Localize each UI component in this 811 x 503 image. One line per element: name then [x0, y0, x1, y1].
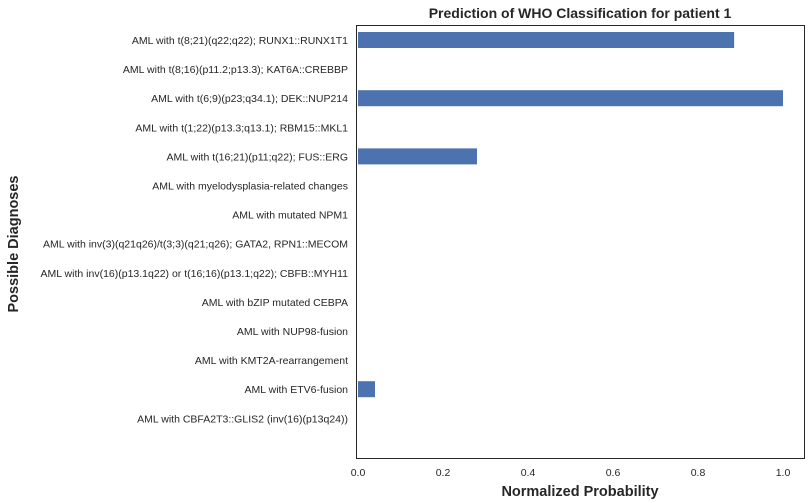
x-tick-label: 0.4: [521, 467, 536, 479]
x-axis-label: Normalized Probability: [501, 484, 658, 500]
y-tick-label: AML with myelodysplasia-related changes: [152, 181, 348, 193]
y-tick-label: AML with CBFA2T3::GLIS2 (inv(16)(p13q24)…: [137, 413, 348, 425]
y-axis-label: Possible Diagnoses: [6, 176, 22, 313]
x-tick-label: 1.0: [776, 467, 791, 479]
y-tick-label: AML with inv(16)(p13.1q22) or t(16;16)(p…: [40, 268, 348, 280]
bar: [358, 32, 735, 48]
bar: [358, 381, 375, 398]
y-tick-label: AML with t(1;22)(p13.3;q13.1); RBM15::MK…: [135, 122, 348, 134]
y-tick-label: AML with NUP98-fusion: [237, 326, 348, 338]
y-tick-labels: AML with t(8;21)(q22;q22); RUNX1::RUNX1T…: [40, 35, 348, 425]
x-tick-label: 0.2: [436, 467, 451, 479]
y-tick-label: AML with ETV6-fusion: [245, 384, 349, 396]
chart-title: Prediction of WHO Classification for pat…: [429, 5, 732, 21]
bar: [358, 148, 477, 165]
y-tick-label: AML with t(8;21)(q22;q22); RUNX1::RUNX1T…: [132, 35, 348, 47]
y-tick-label: AML with inv(3)(q21q26)/t(3;3)(q21;q26);…: [43, 239, 348, 251]
y-tick-label: AML with t(8;16)(p11.2;p13.3); KAT6A::CR…: [123, 64, 348, 76]
x-tick-labels: 0.0 0.2 0.4 0.6 0.8 1.0: [351, 467, 791, 479]
bars-group: [358, 32, 783, 398]
x-tick-label: 0.8: [691, 467, 706, 479]
x-tick-label: 0.0: [351, 467, 366, 479]
y-tick-label: AML with t(16;21)(p11;q22); FUS::ERG: [167, 151, 348, 163]
y-tick-label: AML with bZIP mutated CEBPA: [202, 297, 348, 309]
plot-frame: [356, 25, 805, 459]
y-tick-label: AML with mutated NPM1: [232, 210, 348, 222]
y-tick-label: AML with t(6;9)(p23;q34.1); DEK::NUP214: [151, 93, 348, 105]
y-tick-label: AML with KMT2A-rearrangement: [195, 355, 348, 367]
x-tick-label: 0.6: [606, 467, 621, 479]
bar: [358, 90, 783, 107]
